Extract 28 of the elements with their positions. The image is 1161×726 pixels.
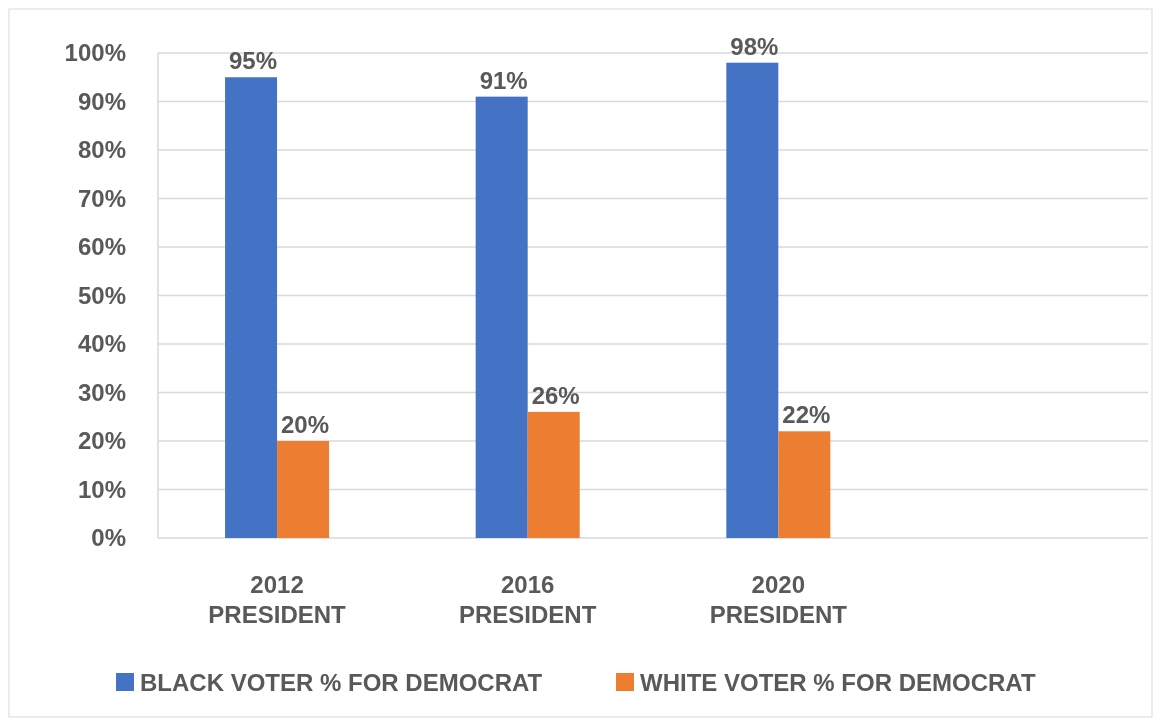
y-tick-label: 10% — [77, 475, 126, 503]
y-tick-label: 30% — [77, 378, 126, 406]
y-tick-label: 60% — [77, 233, 126, 261]
y-tick-label: 80% — [77, 136, 126, 164]
x-tick-label: 2016 PRESIDENT — [459, 571, 597, 628]
y-tick-label: 70% — [77, 184, 126, 212]
bar — [778, 431, 831, 538]
y-tick-label: 40% — [77, 330, 126, 358]
data-label: 98% — [730, 32, 779, 60]
data-label: 95% — [229, 47, 278, 75]
data-label: 91% — [479, 66, 528, 94]
bar — [277, 441, 330, 538]
bar — [475, 96, 528, 538]
y-tick-label: 0% — [91, 524, 126, 552]
legend-label: WHITE VOTER % FOR DEMOCRAT — [640, 669, 1036, 697]
data-label: 22% — [782, 401, 831, 429]
y-tick-label: 20% — [77, 427, 126, 455]
y-tick-label: 50% — [77, 281, 126, 309]
y-tick-label: 90% — [77, 87, 126, 115]
data-label: 26% — [531, 381, 580, 409]
bar — [225, 77, 278, 538]
data-label: 20% — [281, 411, 330, 438]
bar — [726, 62, 779, 538]
x-tick-label: 2012 PRESIDENT — [208, 571, 347, 628]
bar — [527, 411, 580, 538]
x-tick-label: 2020 PRESIDENT — [709, 571, 848, 628]
y-tick-label: 100% — [64, 39, 126, 67]
legend-label: BLACK VOTER % FOR DEMOCRAT — [140, 669, 543, 697]
